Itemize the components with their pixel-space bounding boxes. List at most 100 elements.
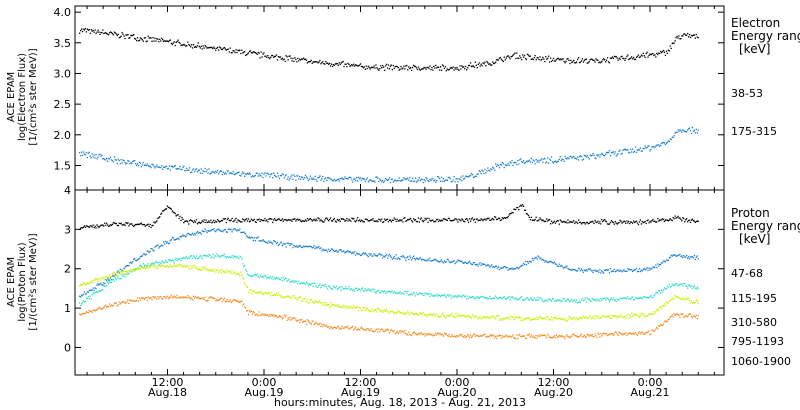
electron-point — [468, 175, 471, 177]
proton-point — [610, 271, 613, 273]
proton-point — [272, 294, 274, 297]
electron-point — [548, 55, 550, 57]
proton-point — [505, 317, 507, 319]
proton-point — [424, 292, 426, 294]
proton-point — [664, 288, 667, 290]
proton-point — [475, 334, 477, 336]
proton-point — [218, 271, 220, 274]
proton-point — [192, 221, 195, 224]
electron-point — [375, 176, 377, 178]
proton-point — [497, 335, 500, 337]
proton-point — [543, 301, 545, 303]
electron-point — [519, 55, 521, 57]
proton-point — [679, 253, 681, 256]
electron-point — [330, 63, 333, 65]
proton-point — [671, 255, 673, 257]
electron-legend-175-315: 175-315 — [731, 125, 777, 138]
proton-point — [230, 256, 232, 258]
electron-point — [219, 171, 221, 173]
proton-point — [423, 333, 425, 335]
electron-point — [323, 63, 325, 65]
electron-point — [533, 160, 535, 162]
electron-point — [148, 37, 150, 39]
electron-point — [325, 177, 327, 179]
proton-point — [363, 328, 365, 331]
proton-point — [110, 281, 113, 283]
proton-point — [453, 335, 455, 338]
proton-point — [301, 220, 304, 222]
proton-point — [345, 219, 347, 221]
proton-point — [301, 321, 304, 324]
proton-point — [234, 228, 236, 230]
electron-point — [186, 45, 188, 47]
proton-point — [215, 300, 217, 302]
proton-point — [425, 314, 427, 316]
proton-point — [299, 296, 301, 299]
electron-point — [479, 171, 481, 173]
electron-point — [384, 177, 387, 180]
proton-point — [141, 267, 143, 269]
proton-point — [342, 288, 344, 290]
electron-point — [451, 181, 453, 183]
proton-point — [168, 265, 171, 268]
proton-point — [482, 334, 484, 336]
proton-point — [608, 300, 611, 303]
proton-point — [121, 274, 123, 276]
proton-point — [677, 296, 679, 299]
proton-point — [530, 261, 532, 263]
proton-point — [642, 315, 644, 317]
proton-point — [570, 316, 572, 318]
proton-point — [196, 297, 199, 299]
proton-point — [234, 271, 236, 273]
proton-point — [322, 248, 324, 250]
electron-point — [651, 53, 653, 55]
electron-point — [339, 63, 341, 66]
proton-point — [269, 241, 271, 244]
proton-point — [189, 297, 191, 299]
proton-point — [238, 301, 240, 303]
proton-point — [310, 218, 312, 221]
proton-point — [512, 334, 514, 336]
proton-point — [429, 313, 431, 315]
proton-point — [336, 251, 338, 253]
proton-point — [566, 222, 568, 224]
proton-point — [156, 220, 158, 222]
proton-point — [478, 297, 480, 299]
proton-point — [628, 269, 630, 271]
proton-point — [230, 219, 232, 221]
electron-point — [362, 178, 364, 180]
electron-point — [385, 63, 388, 65]
proton-point — [633, 221, 636, 224]
proton-point — [109, 224, 112, 226]
proton-point — [393, 291, 395, 293]
electron-point — [230, 52, 232, 54]
proton-point — [84, 283, 87, 285]
proton-point — [584, 270, 586, 272]
proton-point — [112, 222, 115, 224]
electron-point — [398, 177, 400, 179]
proton-point — [344, 288, 346, 290]
proton-point — [332, 285, 335, 287]
electron-point — [303, 58, 306, 61]
electron-point — [595, 157, 597, 160]
proton-point — [584, 336, 586, 338]
proton-legend-1060-1900: 1060-1900 — [731, 355, 791, 368]
proton-point — [466, 298, 468, 300]
electron-point — [107, 160, 109, 162]
electron-point — [529, 161, 531, 163]
proton-point — [125, 265, 127, 267]
proton-point — [564, 221, 566, 224]
proton-point — [582, 300, 585, 302]
proton-point — [435, 294, 437, 297]
proton-point — [433, 259, 435, 261]
proton-point — [422, 294, 424, 297]
proton-point — [661, 324, 664, 327]
electron-point — [486, 170, 488, 172]
electron-point — [466, 175, 468, 178]
proton-point — [144, 264, 146, 266]
proton-point — [329, 250, 331, 252]
electron-point — [560, 59, 562, 61]
proton-point — [83, 301, 86, 303]
proton-point — [216, 299, 218, 301]
proton-point — [557, 220, 559, 222]
